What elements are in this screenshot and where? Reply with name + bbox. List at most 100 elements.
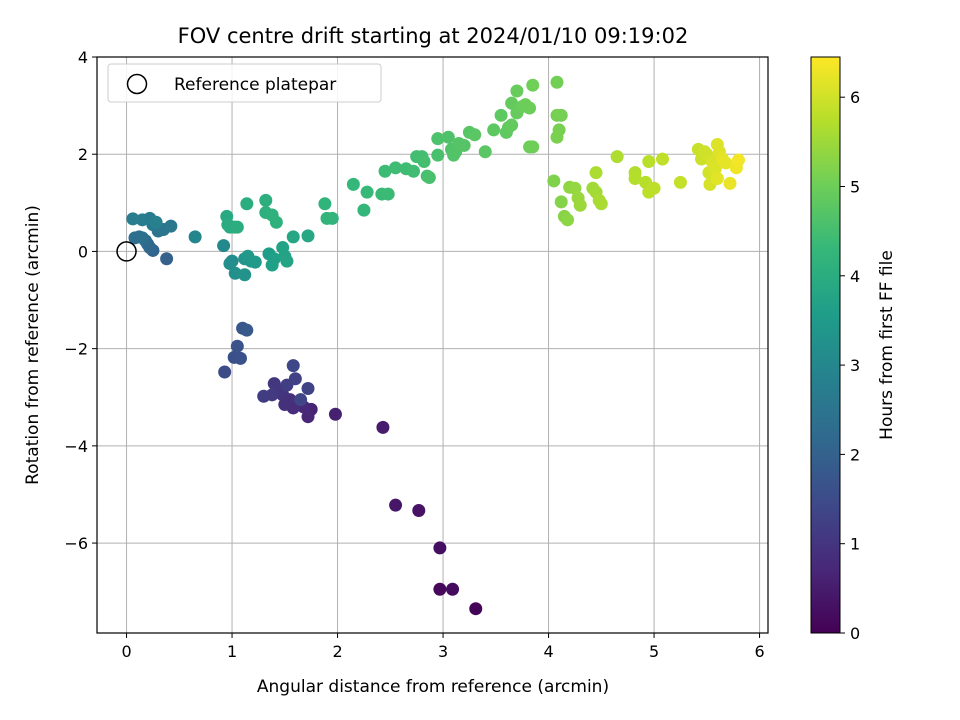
legend-reference-label: Reference platepar (174, 75, 336, 95)
data-point (441, 130, 455, 144)
colorbar-tick-label: 0 (850, 624, 860, 643)
data-point (642, 155, 656, 169)
data-point (301, 382, 315, 396)
data-point (550, 75, 564, 89)
y-axis-ticks: −6 −4 −2 0 2 4 (64, 48, 97, 553)
data-point (223, 257, 237, 271)
data-point (550, 130, 564, 144)
x-tick-label: 4 (543, 642, 553, 661)
scatter-points (126, 75, 745, 616)
x-tick-label: 2 (332, 642, 342, 661)
data-point (265, 258, 279, 272)
data-point (217, 239, 231, 253)
data-point (328, 407, 342, 421)
data-point (160, 252, 174, 266)
y-tick-label: −6 (64, 534, 88, 553)
colorbar-tick-label: 5 (850, 177, 860, 196)
colorbar-tick-label: 4 (850, 267, 860, 286)
colorbar (810, 56, 841, 634)
data-point (505, 118, 519, 132)
data-point (301, 229, 315, 243)
data-point (523, 101, 537, 115)
data-point (422, 171, 436, 185)
data-point (238, 268, 252, 282)
data-point (278, 398, 292, 412)
data-point (188, 230, 202, 244)
data-point (407, 164, 421, 178)
data-point (561, 213, 575, 227)
data-point (269, 215, 283, 229)
data-point (257, 389, 271, 403)
data-point (457, 138, 471, 152)
data-point (589, 166, 603, 180)
colorbar-tick-label: 2 (850, 445, 860, 464)
data-point (431, 132, 445, 146)
data-point (240, 197, 254, 211)
data-point (510, 84, 524, 98)
x-axis-label: Angular distance from reference (arcmin) (257, 677, 609, 697)
data-point (610, 150, 624, 164)
data-point (218, 365, 232, 379)
data-point (446, 582, 460, 596)
data-point (573, 198, 587, 212)
data-point (469, 602, 483, 616)
data-point (164, 219, 178, 233)
data-point (346, 177, 360, 191)
chart-title: FOV centre drift starting at 2024/01/10 … (178, 24, 689, 48)
data-point (505, 96, 519, 110)
x-tick-label: 5 (649, 642, 659, 661)
data-point (389, 498, 403, 512)
data-point (389, 161, 403, 175)
plot-frame (96, 56, 769, 634)
x-axis-ticks: 0 1 2 3 4 5 6 (121, 633, 765, 661)
data-point (554, 195, 568, 209)
data-point (248, 255, 262, 269)
data-point (412, 504, 426, 518)
data-point (286, 230, 300, 244)
data-point (259, 193, 273, 207)
data-point (719, 156, 733, 170)
colorbar-tick-label: 6 (850, 88, 860, 107)
x-tick-label: 1 (227, 642, 237, 661)
data-point (294, 393, 308, 407)
data-point (318, 197, 332, 211)
data-point (731, 153, 745, 167)
data-point (487, 123, 501, 137)
data-point (594, 197, 608, 211)
data-point (433, 582, 447, 596)
data-point (381, 187, 395, 201)
y-tick-label: −4 (64, 437, 88, 456)
data-point (723, 176, 737, 190)
data-point (647, 181, 661, 195)
data-point (286, 359, 300, 373)
data-point (417, 155, 431, 169)
y-tick-label: 2 (78, 145, 88, 164)
data-point (628, 172, 642, 186)
colorbar-tick-label: 3 (850, 356, 860, 375)
x-tick-label: 3 (438, 642, 448, 661)
x-tick-label: 6 (754, 642, 764, 661)
data-point (149, 215, 163, 229)
data-point (267, 377, 281, 391)
data-point (288, 372, 302, 386)
y-axis-label: Rotation from reference (arcmin) (23, 205, 43, 485)
data-point (673, 175, 687, 189)
colorbar-label: Hours from first FF file (877, 250, 897, 440)
data-point (357, 203, 371, 217)
data-point (431, 148, 445, 162)
reference-marker (116, 241, 137, 262)
data-point (554, 108, 568, 122)
data-point (233, 351, 247, 365)
data-point (325, 211, 339, 225)
data-point (526, 78, 540, 92)
legend: Reference platepar (107, 63, 382, 103)
data-point (135, 213, 149, 227)
data-point (376, 420, 390, 434)
data-point (280, 254, 294, 268)
data-point (240, 323, 254, 337)
data-point (494, 108, 508, 122)
y-tick-label: −2 (64, 340, 88, 359)
legend-box (107, 63, 382, 103)
data-point (230, 339, 244, 353)
